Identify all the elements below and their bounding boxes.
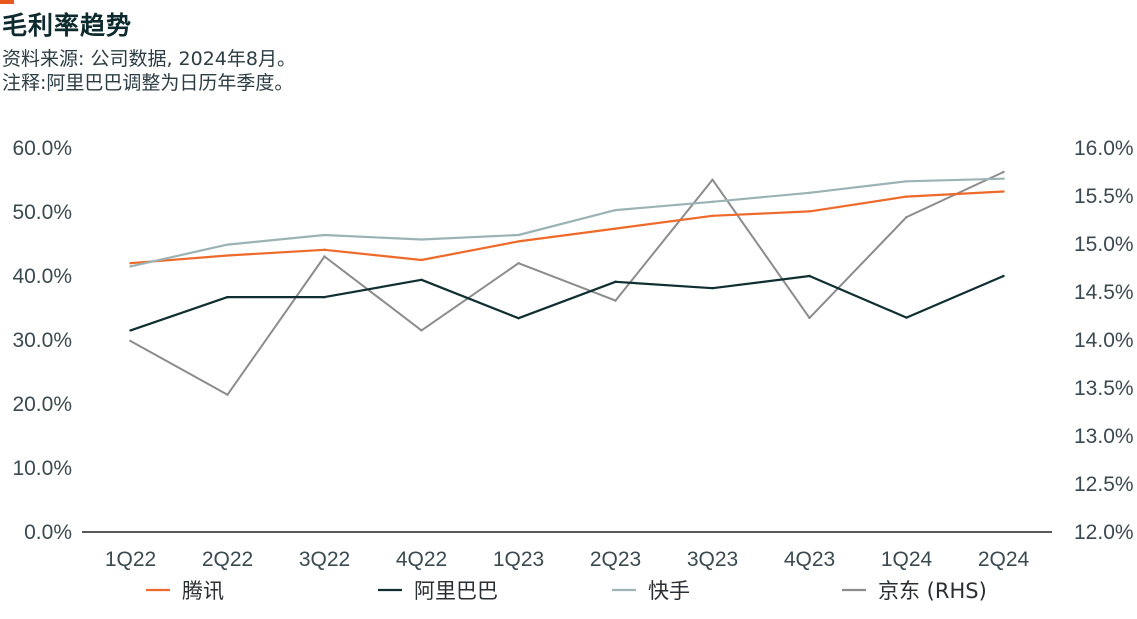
- data-point-kuaishou: [420, 238, 423, 241]
- series-line-alibaba: [130, 274, 1004, 332]
- left-y-tick-label: 50.0%: [12, 201, 72, 224]
- x-tick-label: 2Q22: [202, 548, 253, 571]
- right-y-tick-label: 12.0%: [1074, 521, 1134, 544]
- data-point-alibaba: [226, 295, 229, 299]
- data-point-tencent: [614, 227, 617, 230]
- x-tick-label: 2Q24: [978, 548, 1030, 571]
- left-y-tick-label: 20.0%: [12, 393, 72, 416]
- data-point-alibaba: [420, 278, 423, 282]
- right-y-tick-label: 14.5%: [1074, 281, 1134, 304]
- x-tick-label: 1Q23: [493, 548, 544, 571]
- data-point-kuaishou: [517, 233, 520, 237]
- data-point-kuaishou: [905, 180, 908, 183]
- source-note: 资料来源: 公司数据, 2024年8月。: [2, 48, 296, 70]
- data-point-alibaba: [711, 286, 714, 290]
- data-point-alibaba: [517, 317, 520, 320]
- data-point-alibaba: [905, 316, 908, 319]
- data-point-alibaba: [129, 329, 132, 332]
- left-y-tick-label: 30.0%: [12, 329, 72, 352]
- data-point-tencent: [905, 195, 908, 198]
- data-point-tencent: [711, 214, 714, 218]
- data-point-jd: [1002, 170, 1005, 174]
- data-point-jd: [808, 316, 811, 320]
- legend-label-tencent: 腾讯: [182, 579, 224, 603]
- data-point-kuaishou: [1002, 177, 1005, 180]
- right-y-tick-label: 16.0%: [1074, 137, 1134, 160]
- data-point-alibaba: [614, 280, 617, 283]
- data-point-tencent: [517, 240, 520, 243]
- data-point-tencent: [323, 248, 326, 251]
- x-tick-label: 4Q23: [784, 548, 835, 571]
- right-y-tick-label: 15.0%: [1074, 233, 1134, 256]
- legend-label-alibaba: 阿里巴巴: [414, 579, 498, 603]
- chart-title: 毛利率趋势: [2, 11, 133, 40]
- data-point-jd: [226, 393, 229, 396]
- right-y-tick-label: 12.5%: [1074, 473, 1134, 496]
- data-point-jd: [905, 215, 908, 219]
- data-point-kuaishou: [323, 233, 326, 237]
- series-line-kuaishou: [130, 177, 1004, 268]
- series-line-tencent: [130, 190, 1004, 265]
- x-tick-label: 2Q23: [590, 548, 641, 571]
- x-tick-label: 1Q22: [105, 548, 156, 571]
- right-y-tick-label: 14.0%: [1074, 329, 1134, 352]
- left-y-tick-label: 10.0%: [12, 457, 72, 480]
- right-y-tick-label: 15.5%: [1074, 185, 1134, 208]
- data-point-kuaishou: [226, 243, 229, 246]
- data-point-alibaba: [323, 295, 326, 299]
- legend-label-jd: 京东 (RHS): [878, 579, 987, 603]
- left-y-tick-label: 60.0%: [12, 137, 72, 160]
- data-point-tencent: [226, 254, 229, 257]
- data-point-kuaishou: [711, 200, 714, 203]
- data-point-kuaishou: [808, 191, 811, 194]
- data-point-tencent: [420, 258, 423, 262]
- right-y-tick-label: 13.0%: [1074, 425, 1134, 448]
- x-tick-label: 1Q24: [881, 548, 933, 571]
- data-point-tencent: [129, 262, 132, 265]
- data-point-kuaishou: [614, 208, 617, 212]
- right-y-tick-label: 13.5%: [1074, 377, 1134, 400]
- data-point-jd: [517, 262, 520, 265]
- data-point-jd: [129, 339, 132, 343]
- x-tick-label: 3Q22: [299, 548, 350, 571]
- x-tick-label: 4Q22: [396, 548, 447, 571]
- accent-bar: [0, 0, 14, 4]
- data-point-kuaishou: [129, 265, 132, 268]
- data-point-jd: [323, 255, 326, 258]
- data-point-tencent: [808, 210, 811, 213]
- left-y-tick-label: 0.0%: [24, 521, 72, 544]
- data-point-alibaba: [1002, 274, 1005, 278]
- data-point-alibaba: [808, 274, 811, 278]
- left-y-tick-label: 40.0%: [12, 265, 72, 288]
- data-point-jd: [420, 329, 423, 332]
- data-point-tencent: [1002, 190, 1005, 193]
- x-tick-label: 3Q23: [687, 548, 738, 571]
- series-line-jd: [130, 171, 1004, 396]
- data-point-jd: [614, 299, 617, 302]
- legend-label-kuaishou: 快手: [648, 579, 690, 603]
- footnote: 注释:阿里巴巴调整为日历年季度。: [2, 72, 294, 94]
- data-point-jd: [711, 178, 714, 181]
